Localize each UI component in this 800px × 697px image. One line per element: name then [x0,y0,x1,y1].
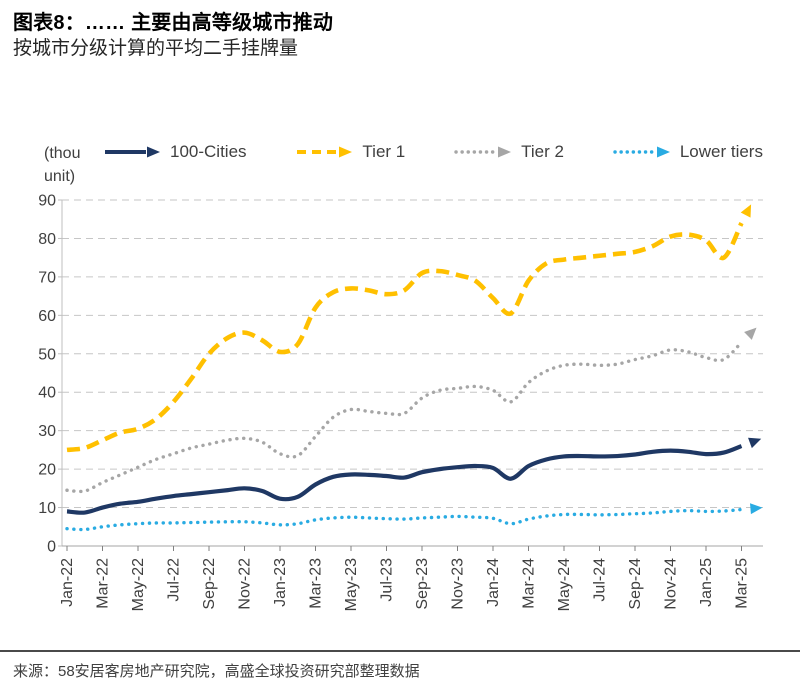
y-axis-unit-line2: unit) [44,168,76,186]
plot-area: 0 10 20 30 40 50 60 70 80 90 Jan-22 Mar-22 May-22 Jul… [38,193,763,611]
x-tick-label: Nov-24 [663,558,680,610]
source-note: 来源：58安居客房地产研究院，高盛全球投资研究部整理数据 [13,663,420,680]
y-axis-unit-label: (thou unit) [44,142,80,188]
y-axis-unit-line1: (thou [44,145,81,162]
y-tick-label: 70 [38,269,56,286]
x-tick-label: Mar-22 [95,558,112,609]
x-tick-label: Nov-23 [450,558,467,610]
x-tick-label: Jan-23 [272,558,289,607]
series-line-0 [66,444,743,515]
series-line-3 [65,507,744,532]
legend-item-tier-2: Tier 2 [454,142,564,162]
y-tick-label: 80 [38,231,56,248]
y-tick-label: 40 [38,385,56,402]
legend-item-tier-1: Tier 1 [295,142,405,162]
x-tick-label: Sep-24 [627,558,644,610]
line-arrowhead-icon [749,503,763,515]
legend-item-lower-tiers: Lower tiers [613,142,763,162]
x-tick-label: May-24 [556,558,573,611]
legend-label: Lower tiers [679,142,763,161]
x-tick-label: Nov-22 [237,558,254,610]
x-tick-label: Jan-25 [698,558,715,607]
x-tick-label: Jul-23 [379,558,396,602]
y-tick-label: 20 [38,462,56,479]
y-tick-label: 50 [38,346,56,363]
chart-legend: 100-Cities Tier 1 Tier 2 Lower tiers [103,142,763,162]
x-tick-label: Sep-23 [414,558,431,610]
series-line-2 [65,340,744,494]
legend-label: Tier 2 [521,142,564,161]
series-line-1 [66,222,744,453]
x-tick-label: May-22 [130,558,147,611]
line-arrowhead-icon [748,437,762,449]
footer-divider [0,650,800,652]
legend-item-100-cities: 100-Cities [103,142,247,162]
x-tick-label: Jan-22 [59,558,76,607]
x-tick-label: Jul-22 [166,558,183,602]
x-tick-label: May-23 [343,558,360,611]
y-tick-label: 0 [47,539,56,556]
x-tick-label: Sep-22 [201,558,218,610]
dashed-line-arrow-icon [295,144,353,160]
y-tick-label: 10 [38,500,56,517]
x-tick-label: Jan-24 [485,558,502,607]
legend-label: Tier 1 [362,142,406,161]
line-arrowhead-icon [740,204,752,218]
x-tick-label: Mar-25 [734,558,751,609]
y-tick-label: 90 [38,193,56,210]
x-tick-label: Mar-24 [521,558,538,609]
x-tick-label: Jul-24 [592,558,609,602]
dotted-line-arrow-icon [613,144,671,160]
legend-label: 100-Cities [170,142,247,161]
dotted-line-arrow-icon [454,144,512,160]
x-tick-label: Mar-23 [308,558,325,609]
y-tick-label: 30 [38,423,56,440]
figure-subtitle: 按城市分级计算的平均二手挂牌量 [13,38,299,59]
line-arrowhead-icon [744,327,757,340]
solid-line-arrow-icon [103,144,161,160]
y-tick-label: 60 [38,308,56,325]
figure-title: 图表8：…… 主要由高等级城市推动 [13,12,334,34]
